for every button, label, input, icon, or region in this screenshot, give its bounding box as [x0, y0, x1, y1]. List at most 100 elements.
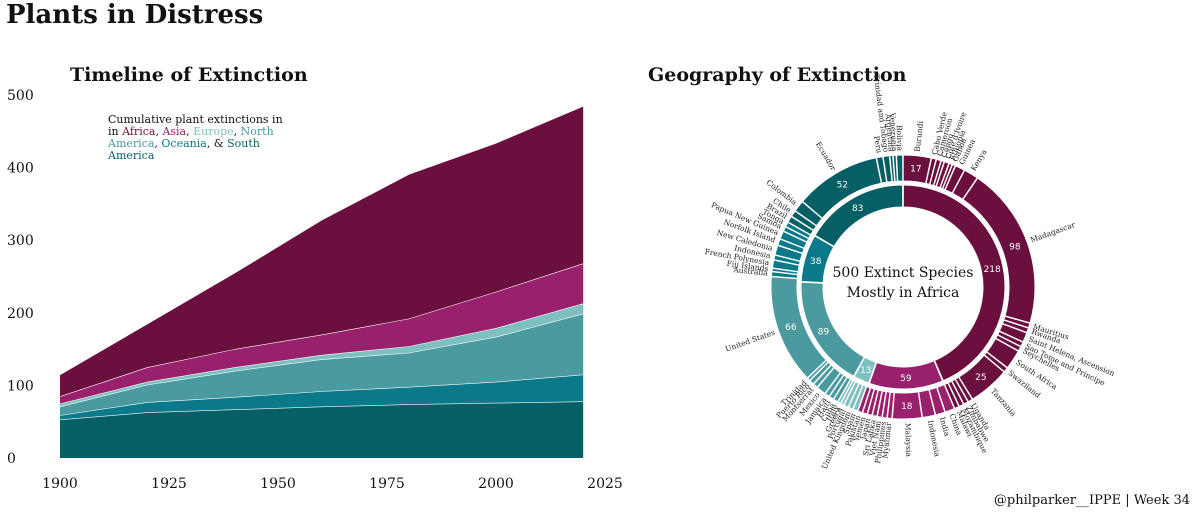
country-label: Fiji Islands	[726, 259, 769, 273]
country-label: Yemen	[851, 416, 867, 444]
country-label: Malawi	[955, 409, 975, 439]
outer-segment	[935, 161, 950, 189]
inner-segment-europe	[853, 356, 877, 384]
legend-oceania: Oceania	[161, 137, 207, 150]
inner-segment-oceania	[800, 235, 835, 284]
country-label: Spain	[841, 412, 857, 436]
center-label: 500 Extinct Species	[833, 265, 974, 281]
outer-segment	[983, 351, 1008, 373]
timeline-area-chart: 0 100 200 300 400 500 1900 1925 1950 1975 2000 2025	[7, 88, 623, 492]
outer-segment	[882, 155, 893, 183]
outer-segment	[770, 276, 827, 379]
country-label: Burundi	[913, 120, 925, 152]
outer-segment	[833, 376, 852, 403]
outer-segment	[986, 337, 1019, 369]
outer-segment	[828, 374, 848, 400]
inner-segment-label: 13	[860, 366, 871, 376]
country-label: Sri Lanka	[861, 418, 878, 456]
country-label: Viet Nam	[868, 420, 883, 458]
outer-segment	[801, 157, 882, 219]
inner-segment-asia	[868, 360, 944, 390]
outer-segment	[773, 254, 801, 266]
outer-segment	[794, 201, 823, 227]
outer-segment	[902, 154, 932, 185]
country-label: Venezuela	[888, 112, 900, 153]
outer-segment	[774, 244, 804, 262]
y-tick-label: 300	[7, 233, 34, 249]
country-label: Sao Tome and Principe	[1024, 342, 1107, 388]
outer-segment	[951, 169, 978, 201]
outer-segment	[782, 226, 810, 243]
country-label: Portugal	[826, 407, 848, 441]
outer-segment	[933, 160, 945, 187]
country-label: Cuba	[819, 401, 837, 423]
x-tick-label: 1975	[369, 476, 405, 492]
outer-segment	[925, 157, 937, 185]
country-label: Philippines	[873, 421, 888, 464]
outer-segment	[770, 271, 799, 279]
outer-segment	[943, 382, 960, 410]
country-label: India	[938, 416, 952, 438]
country-label: New Caledonia	[716, 228, 775, 253]
country-label: Chile	[771, 196, 793, 215]
outer-segment	[886, 391, 895, 420]
y-tick-label: 0	[7, 451, 16, 467]
outer-segment	[787, 215, 814, 236]
outer-segment-label: 18	[901, 402, 913, 412]
country-label: Madagascar	[1029, 220, 1076, 245]
country-label: Samoa	[756, 211, 784, 231]
outer-segment	[771, 267, 799, 275]
outer-segment	[995, 334, 1022, 352]
country-label: Zimbabwe	[964, 404, 991, 444]
x-tick-label: 1900	[42, 476, 78, 492]
country-label: United States	[724, 328, 776, 354]
outer-segment	[942, 163, 956, 191]
outer-segment	[928, 386, 946, 416]
outer-segment	[812, 364, 835, 388]
y-tick-label: 400	[7, 161, 34, 177]
country-label: Haiti	[815, 398, 833, 419]
country-label: Jamaica	[803, 395, 829, 426]
outer-segment	[840, 379, 856, 406]
country-label: Papua New Guinea	[710, 200, 781, 237]
country-label: Congo	[939, 132, 955, 158]
legend-north-america: North America	[108, 125, 274, 150]
legend-sep: ,	[154, 137, 158, 150]
area-series-north-america	[60, 313, 584, 416]
legend-sep: ,	[186, 125, 190, 138]
inner-segment-label: 89	[818, 327, 830, 337]
outer-segment	[939, 162, 953, 190]
outer-segment	[843, 381, 860, 408]
outer-segment	[951, 378, 969, 405]
outer-segment	[889, 154, 896, 183]
legend-sep: ,	[155, 125, 159, 138]
legend-europe: Europe	[193, 125, 234, 138]
country-label: Ecuador	[814, 140, 838, 172]
country-label: Mozambique	[960, 407, 990, 455]
outer-segment	[997, 330, 1024, 348]
outer-segment	[944, 165, 965, 194]
legend-asia: Asia	[162, 125, 187, 138]
outer-segment	[857, 385, 871, 414]
country-label: Mauritius	[1032, 322, 1070, 341]
outer-segment	[958, 354, 1005, 400]
country-label: Côte d'Ivoire	[943, 110, 968, 160]
country-label: Bolivia	[895, 125, 905, 152]
country-label: Puerto Rico	[774, 381, 812, 420]
country-label: Saint Helena, Ascension	[1027, 334, 1116, 378]
country-label: Italy	[825, 403, 841, 423]
outer-segment	[806, 359, 829, 382]
y-tick-label: 200	[7, 306, 34, 322]
y-tick-label: 500	[7, 88, 34, 104]
outer-segment	[1001, 319, 1030, 334]
x-tick-label: 2025	[587, 476, 623, 492]
country-label: Cabo Verde	[930, 110, 949, 155]
outer-segment	[876, 390, 887, 418]
country-label: Guinea	[957, 137, 977, 166]
country-label: Uganda	[969, 401, 992, 432]
country-label: Seychelles	[1021, 346, 1061, 373]
legend-prefix: Cumulative plant extinctions in in	[108, 113, 283, 138]
country-label: Brazil	[765, 202, 789, 221]
timeline-title: Timeline of Extinction	[70, 64, 308, 86]
country-label: China	[948, 412, 965, 437]
